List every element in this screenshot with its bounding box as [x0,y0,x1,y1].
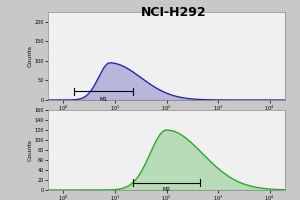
Y-axis label: Counts: Counts [28,45,33,67]
Text: M2: M2 [162,187,171,192]
Y-axis label: Counts: Counts [28,139,33,161]
Text: NCI-H292: NCI-H292 [141,6,207,19]
Text: M1: M1 [99,97,107,102]
X-axis label: FL1-H: FL1-H [159,115,174,120]
